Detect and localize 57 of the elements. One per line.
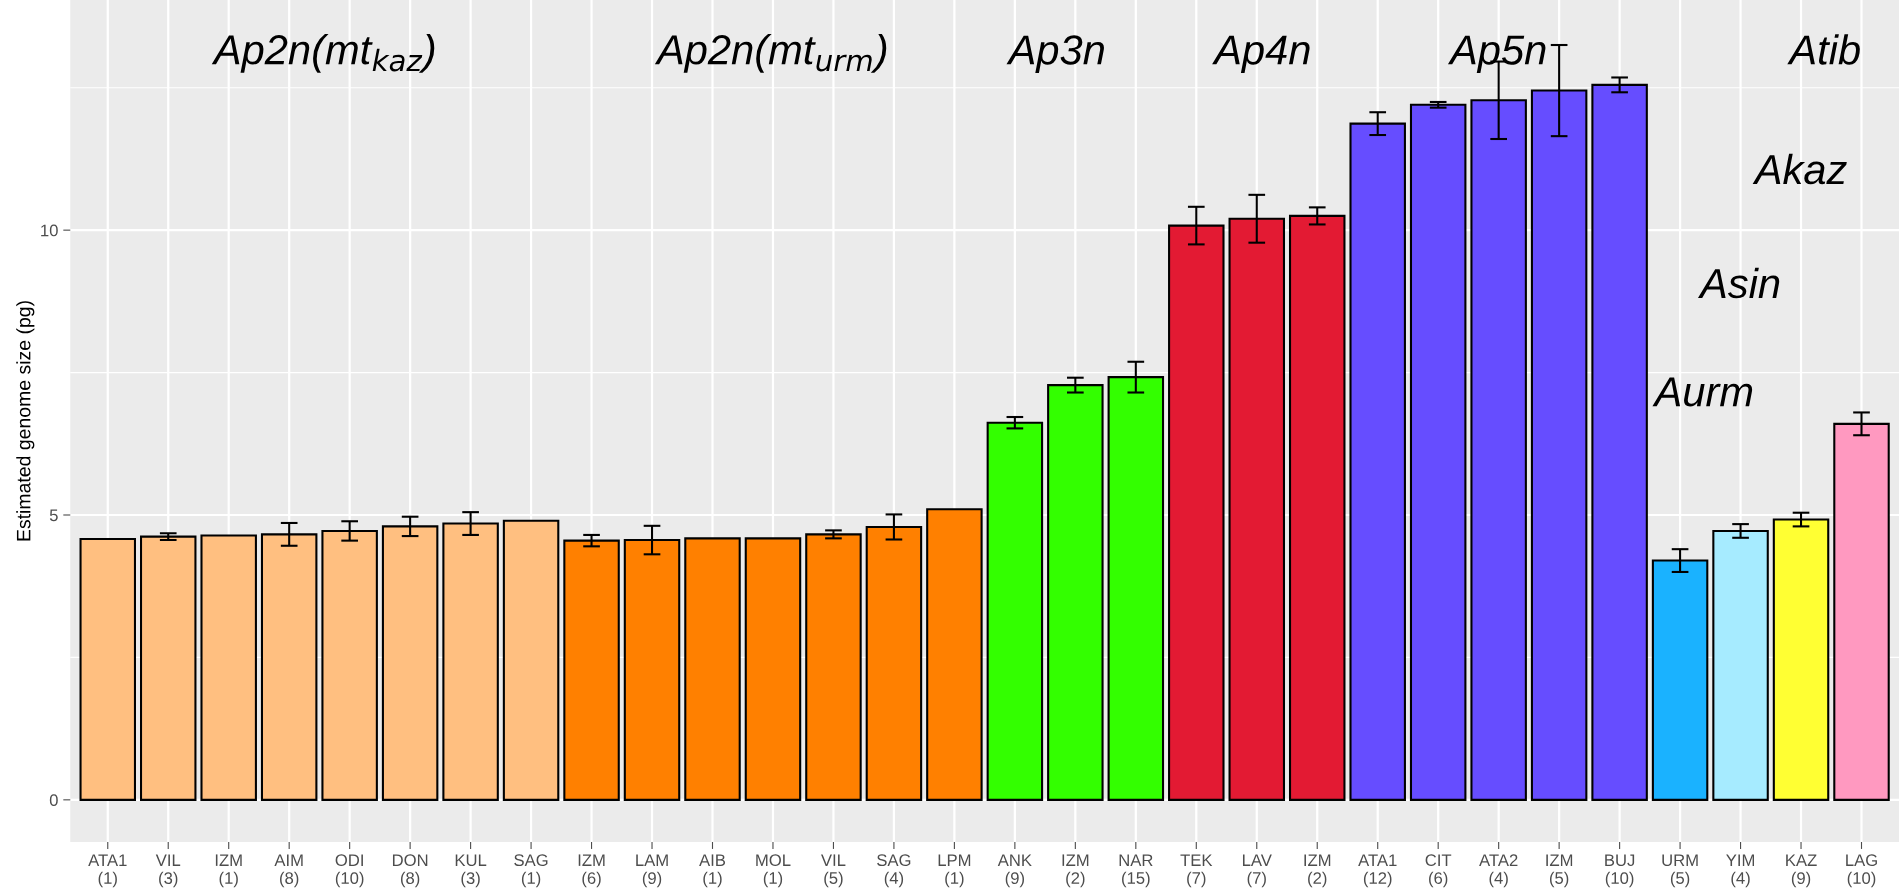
x-tick-label: LAV (7) <box>1243 854 1272 888</box>
x-tick-label: MOL (1) <box>756 854 791 888</box>
x-tick-label: ANK (9) <box>997 854 1032 888</box>
x-tick-label: LAG (10) <box>1846 854 1877 888</box>
x-tick-label: ATA1 (12) <box>1358 854 1397 888</box>
bar <box>1772 518 1830 801</box>
bar <box>986 421 1044 801</box>
y-tick-label: 5 <box>49 509 58 522</box>
bar <box>1409 103 1467 801</box>
x-tick-label: ODI (10) <box>335 854 364 888</box>
x-tick-label: ATA2 (4) <box>1479 854 1518 888</box>
bar <box>200 534 257 801</box>
x-tick-label: CIT (6) <box>1425 854 1452 888</box>
annotation: Akaz <box>1752 153 1847 185</box>
y-tick-label: 10 <box>41 224 58 237</box>
x-tick-label: SAG (4) <box>877 854 911 888</box>
annotation: Ap2n(mt$_{kaz}$) <box>211 33 435 73</box>
y-tick-label: 0 <box>49 794 58 807</box>
x-tick-label: URM (5) <box>1662 854 1698 888</box>
bar <box>139 535 197 801</box>
x-tick-label: IZM (6) <box>578 854 605 888</box>
bar <box>805 533 862 801</box>
annotation: Ap4n <box>1212 35 1310 73</box>
annotation: Asin <box>1697 267 1780 299</box>
x-tick-label: IZM (1) <box>215 854 242 888</box>
x-tick-label: YIM (4) <box>1726 854 1755 888</box>
bar <box>79 537 137 801</box>
x-tick-label: BUJ (10) <box>1605 854 1635 888</box>
annotation: Ap3n <box>1006 35 1104 73</box>
bar <box>684 537 741 801</box>
bar <box>563 539 620 801</box>
x-tick-label: AIM (8) <box>274 854 303 888</box>
x-tick-label: IZM (2) <box>1304 854 1331 888</box>
x-tick-label: ATA1 (1) <box>88 854 127 888</box>
x-tick-label: SAG (1) <box>514 854 548 888</box>
annotation: Atib <box>1787 34 1860 65</box>
bar <box>1712 529 1769 801</box>
x-tick-label: LPM (1) <box>938 854 971 888</box>
bar <box>926 508 983 801</box>
bar <box>1591 83 1648 801</box>
annotation: Ap5n <box>1447 35 1546 73</box>
bar <box>744 537 802 801</box>
x-tick-label: IZM (5) <box>1546 854 1573 888</box>
x-tick-label: KUL (3) <box>455 854 487 888</box>
x-tick-label: AIB (1) <box>699 854 726 888</box>
x-tick-label: VIL (5) <box>821 854 846 888</box>
x-tick-label: VIL (3) <box>155 854 181 888</box>
y-axis-title: Estimated genome size (pg) <box>16 301 35 541</box>
x-tick-label: NAR (15) <box>1119 854 1153 888</box>
x-tick-label: TEK (7) <box>1180 854 1213 888</box>
x-tick-label: IZM (2) <box>1062 854 1089 888</box>
bar <box>502 519 560 801</box>
x-tick-label: DON (8) <box>392 854 428 888</box>
x-tick-label: KAZ (9) <box>1786 854 1817 888</box>
x-tick-label: LAM (9) <box>636 854 668 888</box>
annotation: Aurm <box>1652 377 1753 407</box>
annotation: Ap2n(mt$_{urm}$) <box>654 33 887 73</box>
